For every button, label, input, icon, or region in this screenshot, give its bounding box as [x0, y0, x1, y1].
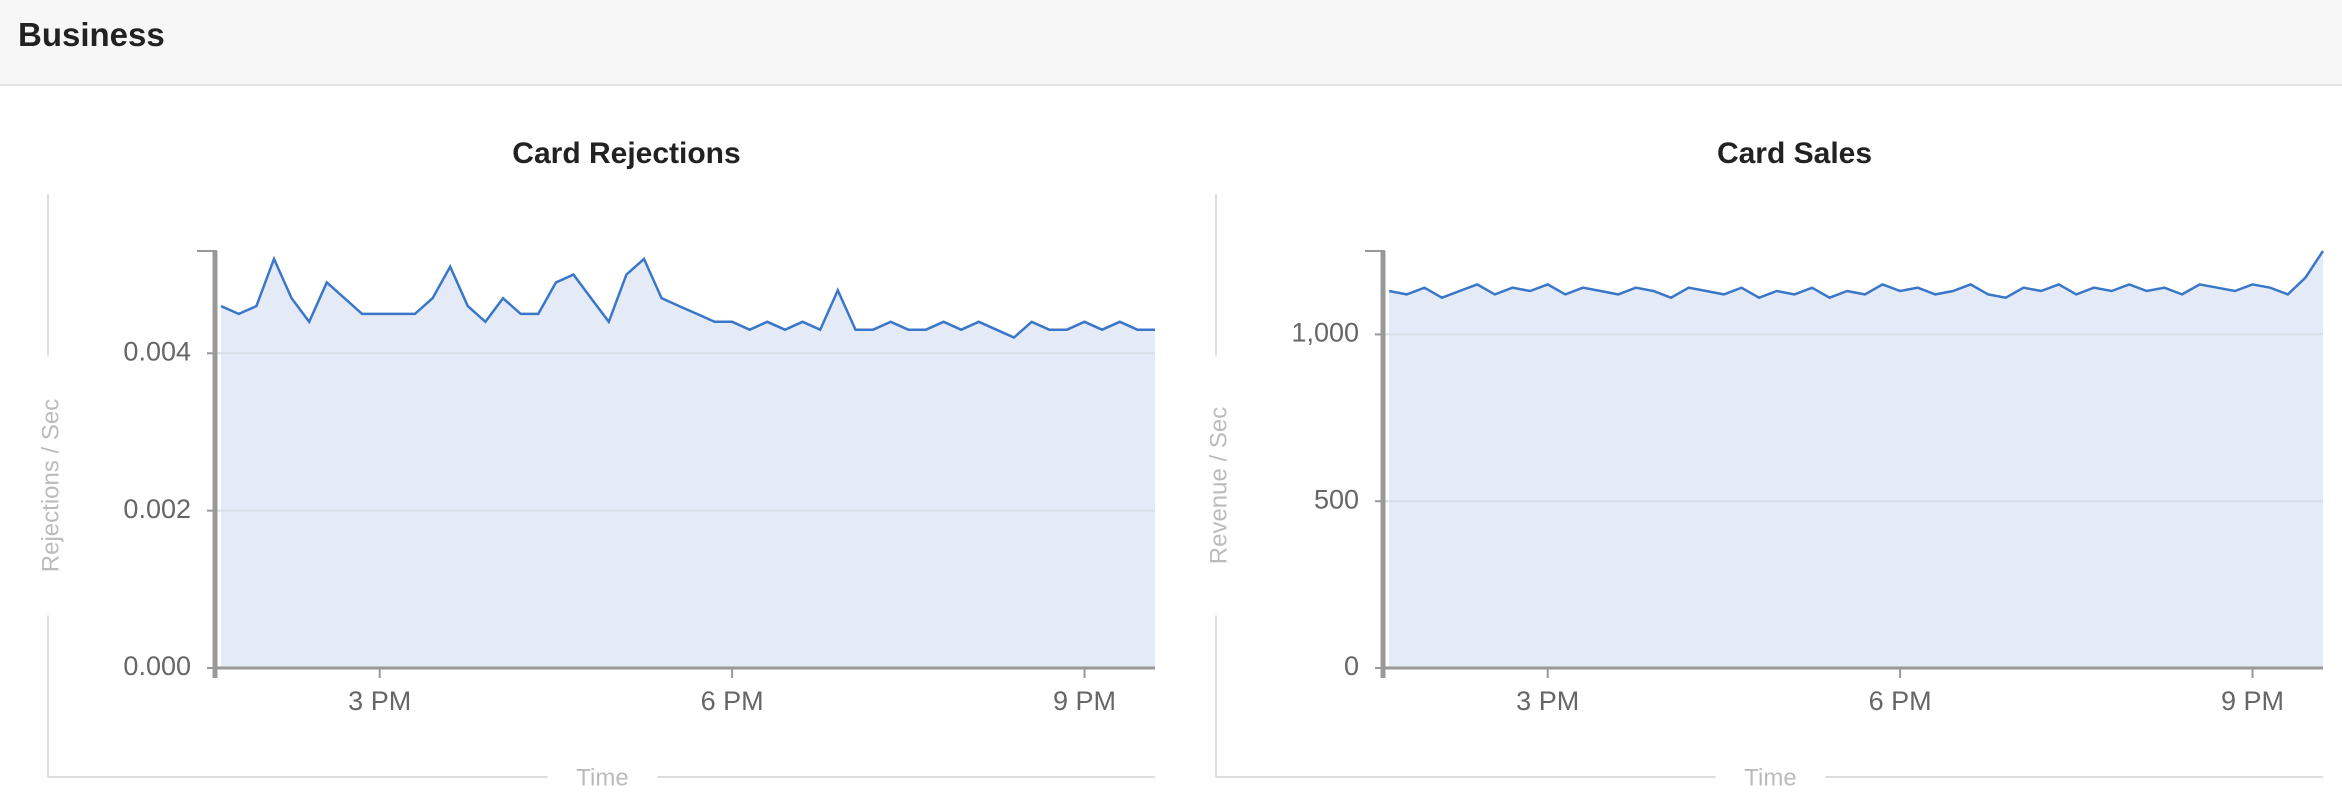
x-tick-label: 6 PM [701, 686, 764, 716]
label-bg [34, 355, 62, 616]
area-fill [221, 258, 1156, 668]
y-axis-label: Revenue / Sec [1205, 407, 1232, 564]
x-tick-label: 9 PM [1053, 686, 1116, 716]
y-tick-label: 0 [1344, 651, 1359, 681]
y-tick-label: 0.002 [123, 494, 191, 524]
charts: Card Rejections Time Rejections / Sec 0.000… [34, 137, 2325, 791]
line [220, 255, 1155, 339]
y-axis-label: Rejections / Sec [37, 399, 64, 572]
label-bg [547, 763, 658, 791]
line [1388, 250, 2325, 300]
x-tick-label: 3 PM [1516, 686, 1579, 716]
x-tick-label: 9 PM [2221, 686, 2284, 716]
chart-title: Card Rejections [512, 137, 740, 170]
header-title: Business [18, 16, 165, 53]
x-axis-label: Time [576, 764, 628, 791]
label-bg [1715, 763, 1826, 791]
y-tick-label: 500 [1314, 484, 1359, 514]
y-tick-label: 0.000 [123, 651, 191, 681]
x-tick-label: 6 PM [1869, 686, 1932, 716]
x-tick-label: 3 PM [348, 686, 411, 716]
area-fill [1389, 251, 2323, 668]
x-axis-label: Time [1744, 764, 1796, 791]
chart-title: Card Sales [1717, 137, 1872, 170]
y-tick-label: 0.004 [123, 336, 191, 366]
label-bg [1202, 355, 1230, 616]
header: Business [0, 0, 2342, 86]
y-tick-label: 1,000 [1291, 318, 1359, 348]
